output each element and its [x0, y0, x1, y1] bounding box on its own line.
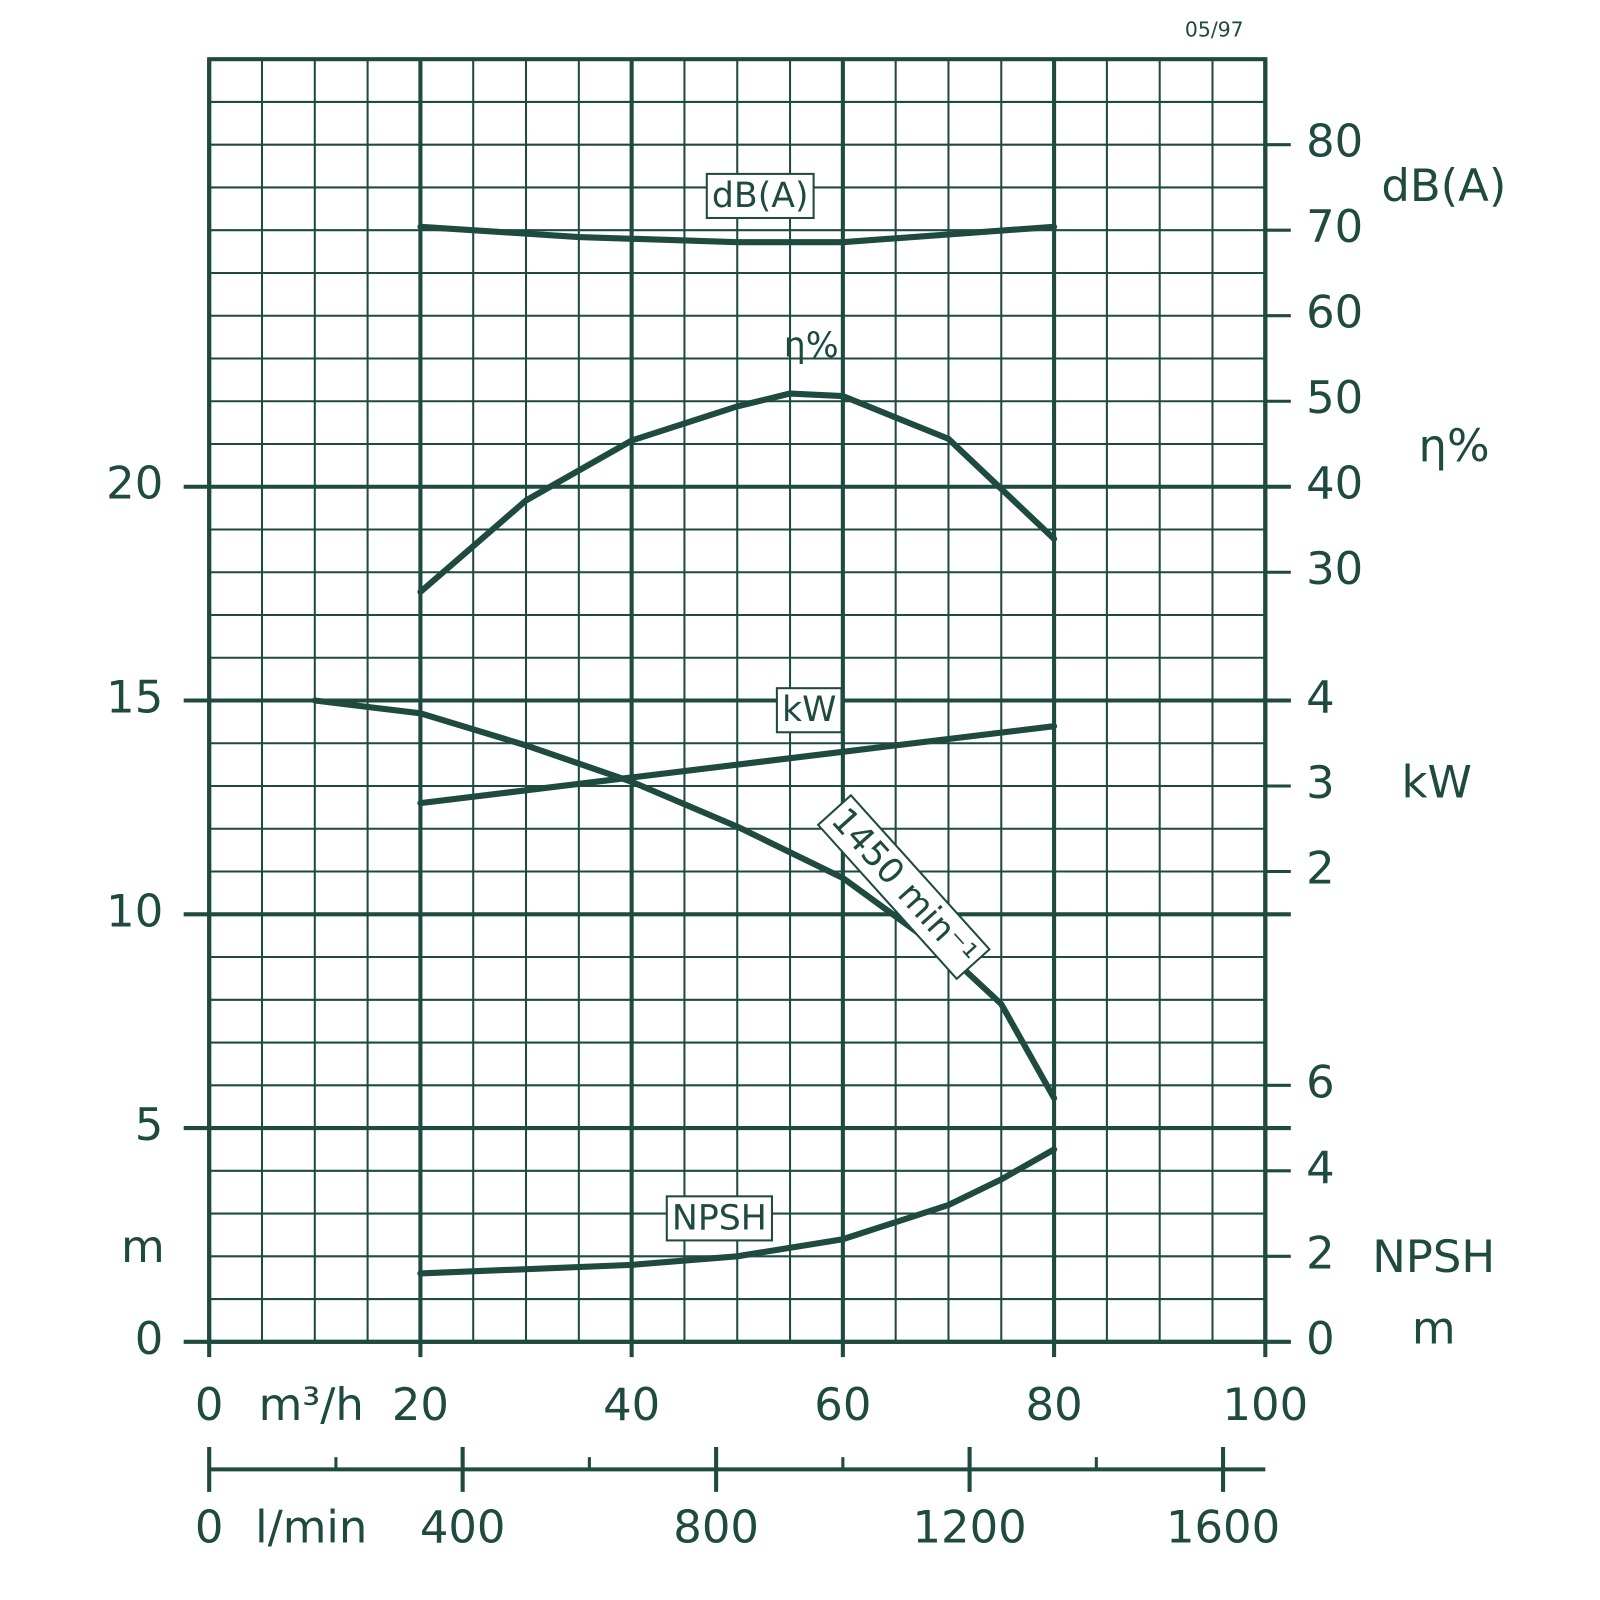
- y-tick-label: 5: [135, 1098, 164, 1151]
- x-tick-label: 100: [1222, 1378, 1308, 1431]
- label-box: [665, 1195, 773, 1242]
- series-label-group: kW: [775, 687, 843, 734]
- x2-axis-label: l/min: [255, 1501, 367, 1554]
- x-tick-label: 0: [195, 1378, 224, 1431]
- series-line: [417, 1146, 1058, 1277]
- label-box: [775, 687, 843, 734]
- series-line: [311, 697, 1058, 1102]
- series-label-group: NPSH: [665, 1195, 773, 1242]
- series-label: kW: [782, 690, 836, 730]
- y4-axis-label: m: [1412, 1302, 1456, 1355]
- x2-tick-label: 0: [195, 1501, 224, 1554]
- x2-tick-label: 1600: [1166, 1501, 1280, 1554]
- y2-axis-label: η%: [1419, 419, 1490, 472]
- x-tick-label: 80: [1026, 1378, 1083, 1431]
- chart-note: 05/97: [1185, 18, 1244, 42]
- y2-tick-label: 70: [1306, 200, 1363, 253]
- x-axis-label: m³/h: [259, 1378, 364, 1431]
- y2-tick-label: 50: [1306, 371, 1363, 424]
- series-label: NPSH: [672, 1198, 767, 1238]
- y4-tick-label: 2: [1306, 1226, 1335, 1279]
- series-label-group: η%: [784, 326, 839, 366]
- y-axis-label: m: [121, 1220, 165, 1273]
- series-label-group: dB(A): [705, 172, 815, 220]
- x-tick-label: 20: [392, 1378, 449, 1431]
- y3-tick-label: 2: [1306, 842, 1335, 895]
- x-tick-label: 40: [603, 1378, 660, 1431]
- y2-tick-label: 30: [1306, 542, 1363, 595]
- label-box: [816, 793, 991, 981]
- series-line: [417, 390, 1058, 595]
- y4-tick-label: 6: [1306, 1055, 1335, 1108]
- series-label: η%: [784, 326, 839, 366]
- y-tick-label: 20: [106, 457, 163, 510]
- x-tick-label: 60: [814, 1378, 871, 1431]
- y2-tick-label: 60: [1306, 286, 1363, 339]
- y2-axis-label: dB(A): [1381, 159, 1506, 212]
- series-line: [417, 223, 1058, 246]
- y3-axis-label: kW: [1402, 756, 1472, 809]
- y-tick-label: 15: [106, 671, 163, 724]
- x2-tick-label: 400: [420, 1501, 506, 1554]
- y2-tick-label: 40: [1306, 457, 1363, 510]
- y4-tick-label: 4: [1306, 1141, 1335, 1194]
- label-box: [705, 172, 815, 220]
- y2-tick-label: 80: [1306, 115, 1363, 168]
- y-tick-label: 10: [106, 884, 163, 937]
- y4-axis-label: NPSH: [1372, 1230, 1495, 1283]
- x2-tick-label: 800: [673, 1501, 759, 1554]
- y4-tick-label: 0: [1306, 1312, 1335, 1365]
- series-label: dB(A): [712, 176, 809, 216]
- y3-tick-label: 3: [1306, 756, 1335, 809]
- y-tick-label: 0: [135, 1312, 164, 1365]
- y3-tick-label: 4: [1306, 671, 1335, 724]
- series-line: [417, 723, 1058, 807]
- x2-tick-label: 1200: [912, 1501, 1026, 1554]
